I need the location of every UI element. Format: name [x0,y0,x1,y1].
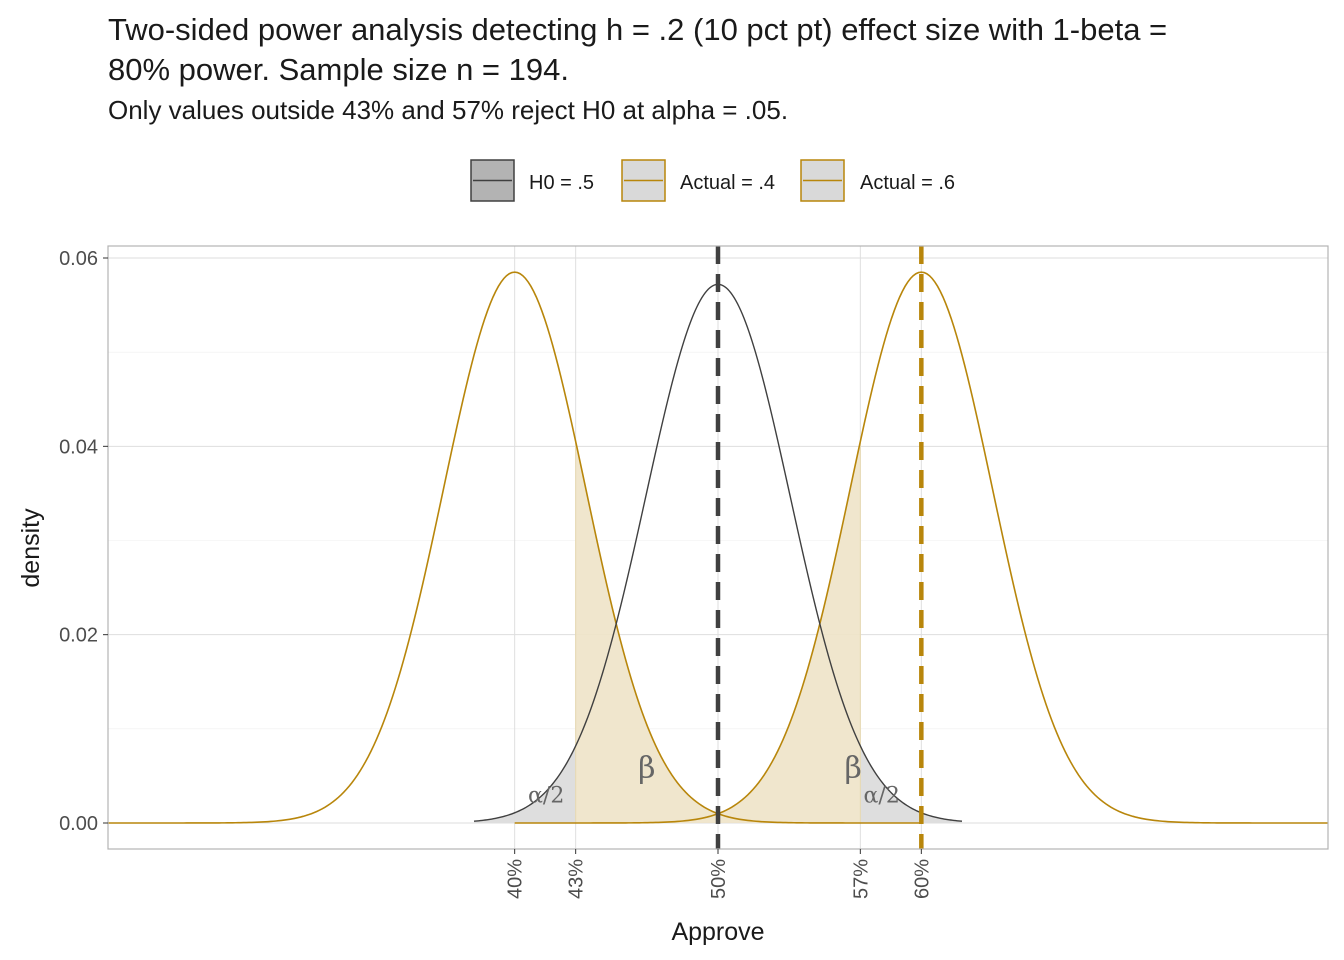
chart-subtitle: Only values outside 43% and 57% reject H… [108,95,789,125]
y-tick-label: 0.04 [59,436,98,458]
beta-region-right [718,441,861,823]
legend-label-actual-04: Actual = .4 [680,172,775,194]
y-tick-label: 0.06 [59,248,98,270]
annotation-beta: β [845,751,862,786]
annotation-alpha-half: α/2 [528,783,564,808]
x-tick-label: 60% [911,859,933,899]
x-axis-title: Approve [671,918,764,946]
chart-title: Two-sided power analysis detecting h = .… [108,12,1168,87]
y-tick-label: 0.02 [59,625,98,647]
annotation-beta: β [638,751,655,786]
x-tick-label: 40% [505,859,527,899]
y-axis-title: density [17,508,45,588]
x-tick-label: 50% [708,859,730,899]
beta-region-left [575,441,718,823]
legend-label-actual-06: Actual = .6 [860,172,955,194]
legend: H0 = .5 Actual = .4 Actual = .6 [470,159,955,202]
y-tick-label: 0.00 [59,813,98,835]
x-tick-label: 43% [566,859,588,899]
alpha-region-left [474,745,576,823]
annotation-alpha-half: α/2 [864,783,900,808]
series-line-actual-04 [108,271,922,824]
alpha-region-right [860,745,962,823]
series-line-actual-06 [514,271,1328,824]
x-tick-label: 57% [850,859,872,899]
legend-label-h0: H0 = .5 [529,172,594,194]
